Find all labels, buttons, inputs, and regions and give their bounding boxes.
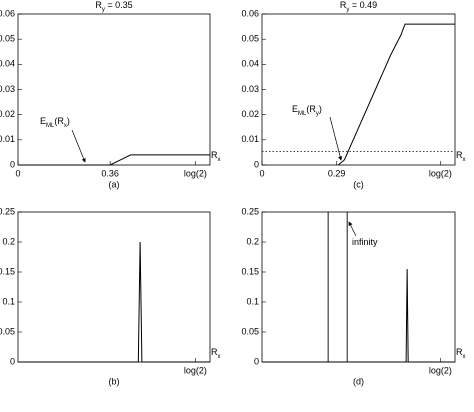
x-axis-label: Rx bbox=[211, 347, 221, 359]
y-tick-label: 0 bbox=[10, 356, 15, 366]
y-tick-label: 0.1 bbox=[246, 296, 259, 306]
text-part: R bbox=[340, 0, 347, 10]
y-tick-label: 0.25 bbox=[241, 206, 259, 216]
text-part: infinity bbox=[352, 237, 378, 247]
x-tick-label: log(2) bbox=[429, 365, 452, 375]
y-tick-label: 0.05 bbox=[0, 34, 15, 44]
annotation: infinity bbox=[352, 237, 378, 247]
y-tick-label: 0 bbox=[254, 159, 259, 169]
text-part: x bbox=[218, 157, 221, 163]
panel-caption: (c) bbox=[353, 179, 364, 189]
y-tick-label: 0.05 bbox=[241, 326, 259, 336]
data-line bbox=[18, 154, 210, 166]
text-part: ML bbox=[46, 123, 55, 129]
text-part: x bbox=[64, 123, 67, 129]
text-part: x bbox=[463, 157, 466, 163]
text-part: R bbox=[211, 150, 218, 160]
annotation: EML(Ry) bbox=[292, 104, 322, 116]
annotation-arrow bbox=[71, 129, 86, 163]
text-part: R bbox=[211, 347, 218, 357]
text-part: ) bbox=[319, 104, 322, 114]
y-tick-label: 0 bbox=[10, 159, 15, 169]
annotation: EML(Rx) bbox=[40, 116, 70, 128]
annotation-arrow bbox=[348, 221, 357, 237]
text-part: E bbox=[292, 104, 298, 114]
text-part: R bbox=[95, 0, 102, 10]
y-tick-label: 0.25 bbox=[0, 206, 15, 216]
annotation-arrow bbox=[329, 116, 343, 161]
plot-box bbox=[17, 13, 211, 166]
y-tick-label: 0.15 bbox=[241, 266, 259, 276]
panel-title: Ry = 0.35 bbox=[95, 0, 132, 12]
text-part: (R bbox=[54, 116, 64, 126]
text-part: ) bbox=[67, 116, 70, 126]
data-line bbox=[337, 23, 455, 166]
data-line bbox=[18, 241, 210, 363]
x-tick-label: log(2) bbox=[429, 168, 452, 178]
text-part: y bbox=[316, 111, 319, 117]
text-part: = 0.35 bbox=[105, 0, 133, 10]
x-tick-label: 0.36 bbox=[101, 168, 119, 178]
text-part: x bbox=[463, 354, 466, 360]
y-tick-label: 0.01 bbox=[241, 134, 259, 144]
y-tick-label: 0.02 bbox=[241, 109, 259, 119]
x-tick-label: log(2) bbox=[184, 365, 207, 375]
x-tick-label: log(2) bbox=[184, 168, 207, 178]
panel-title: Ry = 0.49 bbox=[340, 0, 377, 12]
panel-caption: (b) bbox=[109, 376, 120, 386]
y-tick-label: 0.03 bbox=[0, 84, 15, 94]
plot-box bbox=[17, 211, 211, 363]
x-tick-label: 0.29 bbox=[328, 168, 346, 178]
y-tick-label: 0.05 bbox=[241, 34, 259, 44]
y-tick-label: 0.05 bbox=[0, 326, 15, 336]
y-tick-label: 0.03 bbox=[241, 84, 259, 94]
panel-caption: (d) bbox=[353, 376, 364, 386]
y-tick-label: 0.06 bbox=[241, 8, 259, 18]
panel-caption: (a) bbox=[109, 179, 120, 189]
text-part: R bbox=[456, 150, 463, 160]
y-tick-label: 0.1 bbox=[2, 296, 15, 306]
y-tick-label: 0 bbox=[254, 356, 259, 366]
text-part: x bbox=[218, 354, 221, 360]
y-tick-label: 0.04 bbox=[241, 59, 259, 69]
data-line bbox=[262, 268, 455, 363]
x-axis-label: Rx bbox=[211, 150, 221, 162]
y-tick-label: 0.06 bbox=[0, 8, 15, 18]
y-tick-label: 0.15 bbox=[0, 266, 15, 276]
y-tick-label: 0.02 bbox=[0, 109, 15, 119]
text-part: y bbox=[102, 7, 105, 13]
plot-box bbox=[261, 211, 456, 363]
text-part: (R bbox=[306, 104, 316, 114]
text-part: y bbox=[346, 7, 349, 13]
x-axis-label: Rx bbox=[456, 347, 466, 359]
text-part: E bbox=[40, 116, 46, 126]
x-tick-label: 0 bbox=[15, 168, 20, 178]
y-tick-label: 0.04 bbox=[0, 59, 15, 69]
text-part: R bbox=[456, 347, 463, 357]
y-tick-label: 0.2 bbox=[2, 236, 15, 246]
x-axis-label: Rx bbox=[456, 150, 466, 162]
y-tick-label: 0.2 bbox=[246, 236, 259, 246]
plot-box bbox=[261, 13, 456, 166]
text-part: = 0.49 bbox=[349, 0, 377, 10]
x-tick-label: 0 bbox=[259, 168, 264, 178]
text-part: ML bbox=[298, 111, 307, 117]
y-tick-label: 0.01 bbox=[0, 134, 15, 144]
